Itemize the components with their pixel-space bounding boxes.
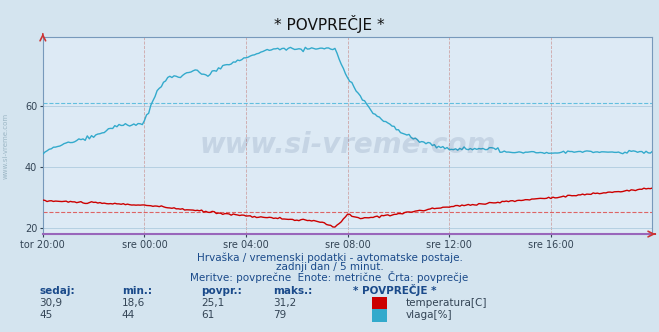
Text: maks.:: maks.: [273, 286, 313, 296]
Text: 25,1: 25,1 [201, 298, 224, 308]
Text: 45: 45 [40, 310, 53, 320]
Text: 18,6: 18,6 [122, 298, 145, 308]
Text: Hrvaška / vremenski podatki - avtomatske postaje.: Hrvaška / vremenski podatki - avtomatske… [196, 252, 463, 263]
Text: www.si-vreme.com: www.si-vreme.com [200, 131, 496, 159]
Text: 30,9: 30,9 [40, 298, 63, 308]
Text: min.:: min.: [122, 286, 152, 296]
Text: www.si-vreme.com: www.si-vreme.com [2, 113, 9, 179]
Text: vlaga[%]: vlaga[%] [405, 310, 452, 320]
Text: povpr.:: povpr.: [201, 286, 242, 296]
Text: temperatura[C]: temperatura[C] [405, 298, 487, 308]
Text: * POVPREČJE *: * POVPREČJE * [274, 15, 385, 33]
Text: 44: 44 [122, 310, 135, 320]
Text: 31,2: 31,2 [273, 298, 297, 308]
Text: 61: 61 [201, 310, 214, 320]
Text: 79: 79 [273, 310, 287, 320]
Text: sedaj:: sedaj: [40, 286, 75, 296]
Text: * POVPREČJE *: * POVPREČJE * [353, 284, 436, 296]
Text: zadnji dan / 5 minut.: zadnji dan / 5 minut. [275, 262, 384, 272]
Text: Meritve: povprečne  Enote: metrične  Črta: povprečje: Meritve: povprečne Enote: metrične Črta:… [190, 271, 469, 283]
